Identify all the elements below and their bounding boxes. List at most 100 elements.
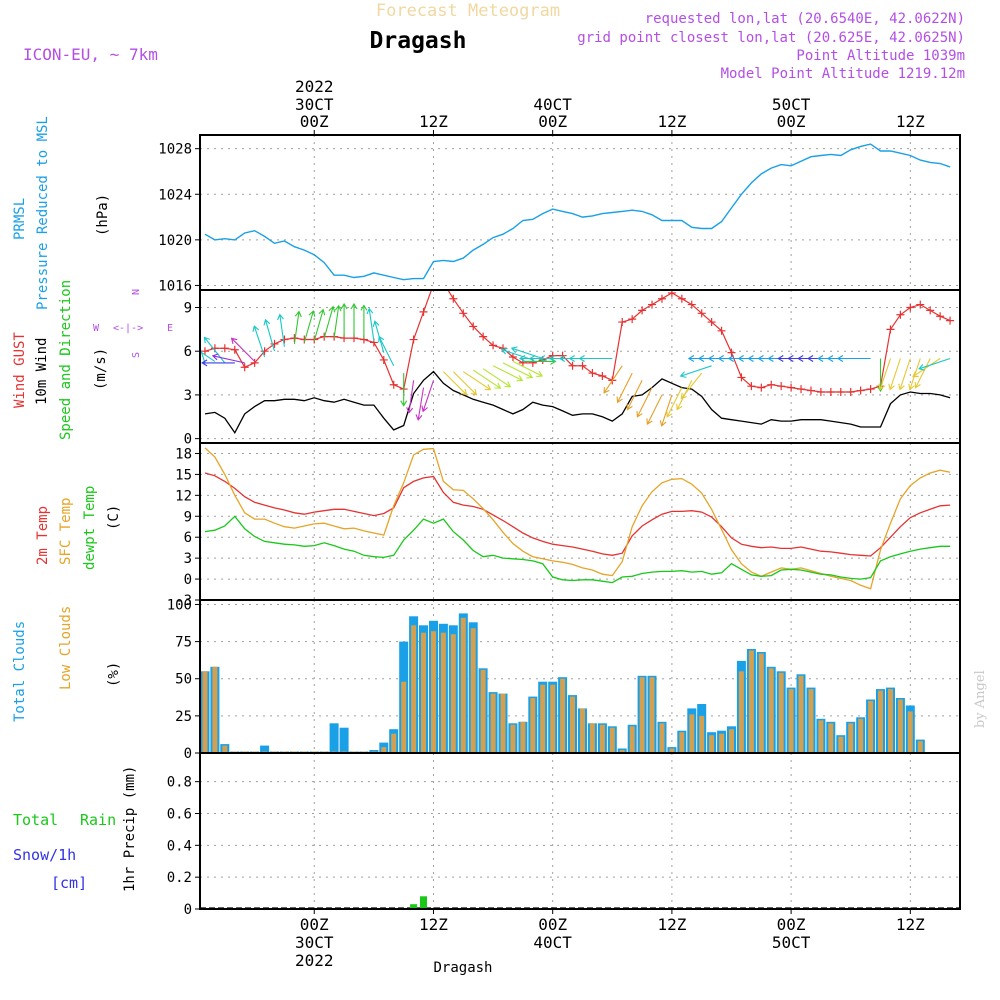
precip-ytick-label: 0.2 [167, 870, 192, 886]
sfc-temp-label: SFC Temp [58, 498, 74, 565]
wind-direction-arrow [400, 373, 408, 407]
pressure-panel-bg [200, 135, 960, 290]
bar-low-clouds [689, 714, 695, 753]
pressure-label-msl: Pressure Reduced to MSL [35, 116, 51, 310]
pressure-label-prmsl: PRMSL [12, 198, 28, 240]
wind-direction-arrow [200, 346, 206, 364]
bar-total-clouds [260, 745, 270, 753]
bar-low-clouds [758, 653, 764, 753]
location-title: Dragash [370, 28, 467, 54]
series-line-prmsl [204, 143, 951, 281]
wind-direction-arrow [510, 346, 543, 360]
wind-direction-arrow [679, 365, 712, 378]
bar-low-clouds [619, 750, 625, 753]
panel-precip: 0 0.2 0.4 0.6 0.8 [167, 752, 961, 918]
bar-low-clouds [828, 723, 834, 753]
wind-direction-arrow [659, 394, 673, 427]
bar-low-clouds [381, 747, 387, 753]
temp-ytick-label: 6 [184, 530, 192, 546]
gust-marker [737, 373, 746, 382]
temp-unit: (C) [106, 505, 122, 530]
precip-ytick-label: 0.6 [167, 806, 192, 822]
bar-total-clouds [329, 723, 339, 753]
precip-panel-labels: Total Rain Snow/1h [cm] 1hr Precip (mm) [13, 766, 138, 892]
top-axis-time-label: 00Z [300, 112, 329, 131]
clouds-ytick-label: 25 [175, 709, 192, 725]
bottom-axis-time-label: 00Z [300, 915, 329, 934]
gust-marker [618, 318, 627, 327]
bar-low-clouds [669, 748, 675, 753]
gust-marker [866, 385, 875, 394]
gust-marker [727, 348, 736, 357]
total-label: Total [13, 811, 58, 829]
wind-10m-label: 10m Wind [34, 338, 50, 405]
gust-marker [806, 386, 815, 395]
top-axis-year-label: 2022 [295, 77, 334, 96]
wind-direction-arrow [462, 371, 492, 391]
wind-ytick-label: 3 [184, 388, 192, 404]
clouds-ytick-label: 100 [167, 597, 192, 613]
top-axis-date-label: 30CT [295, 95, 334, 114]
bar-low-clouds [460, 617, 466, 753]
wind-direction-arrow [443, 371, 468, 396]
pressure-unit: (hPa) [95, 194, 111, 236]
temp-ytick-label: -3 [175, 593, 192, 609]
panel-pressure: 1016 1020 1024 1028 [158, 134, 961, 294]
gust-marker [757, 383, 766, 392]
bar-low-clouds [729, 729, 734, 753]
precip-ytick-label: 0 [184, 902, 192, 918]
wind-direction-arrow [482, 368, 512, 388]
wind-direction-arrow [200, 350, 216, 362]
compass-arrows: <-|-> [113, 323, 143, 334]
temp-ytick-label: 9 [184, 509, 192, 525]
bar-low-clouds [421, 632, 426, 753]
wind-direction-arrow [303, 310, 316, 343]
watermark: by Angel [973, 670, 988, 728]
gust-marker [946, 316, 955, 325]
wind-ytick-label: 0 [184, 432, 192, 448]
bar-low-clouds [808, 689, 814, 753]
wind-direction-arrow [211, 353, 245, 364]
bar-low-clouds [222, 745, 228, 753]
gust-marker [598, 371, 607, 380]
gust-marker [250, 358, 259, 367]
wind-direction-arrow [313, 308, 326, 342]
wind-direction-arrow [366, 307, 375, 342]
bottom-axis-year-label: 2022 [295, 951, 334, 970]
bottom-axis-date-label: 30CT [295, 933, 334, 952]
bar-low-clouds [450, 634, 456, 753]
pressure-ytick-label: 1024 [158, 187, 192, 203]
series-line-10m-wind [204, 370, 951, 435]
bar-low-clouds [570, 696, 575, 753]
gust-marker [628, 315, 637, 324]
gust-marker [240, 363, 249, 372]
wind-direction-arrow [918, 357, 951, 371]
bar-low-clouds [530, 698, 536, 753]
gust-marker [230, 345, 239, 354]
wind-direction-arrow [680, 372, 703, 400]
temp-data [204, 447, 951, 590]
bar-low-clouds [609, 727, 615, 753]
gust-marker [777, 382, 786, 391]
gust-marker [747, 382, 756, 391]
gust-marker [489, 341, 498, 350]
bottom-axis-date-label: 50CT [772, 933, 811, 952]
wind-speed-dir-label: Speed and Direction [58, 280, 74, 440]
wind-direction-arrow [230, 337, 255, 362]
bar-low-clouds [897, 699, 903, 753]
gust-marker [479, 332, 488, 341]
wind-direction-arrow [878, 358, 892, 391]
gust-marker [697, 309, 706, 318]
gust-marker [379, 355, 388, 364]
t2m-label: 2m Temp [35, 506, 51, 565]
gust-marker [657, 294, 666, 303]
panel-temp: -3 0 3 6 9 12 15 18 [175, 442, 961, 609]
bottom-axis-time-label: 12Z [657, 915, 686, 934]
bar-low-clouds [589, 723, 595, 753]
wind-direction-arrow [626, 380, 643, 411]
clouds-ytick-label: 75 [175, 635, 192, 651]
gust-marker [936, 312, 945, 321]
bar-low-clouds [858, 718, 864, 753]
wind-gust-label: Wind GUST [12, 332, 28, 408]
